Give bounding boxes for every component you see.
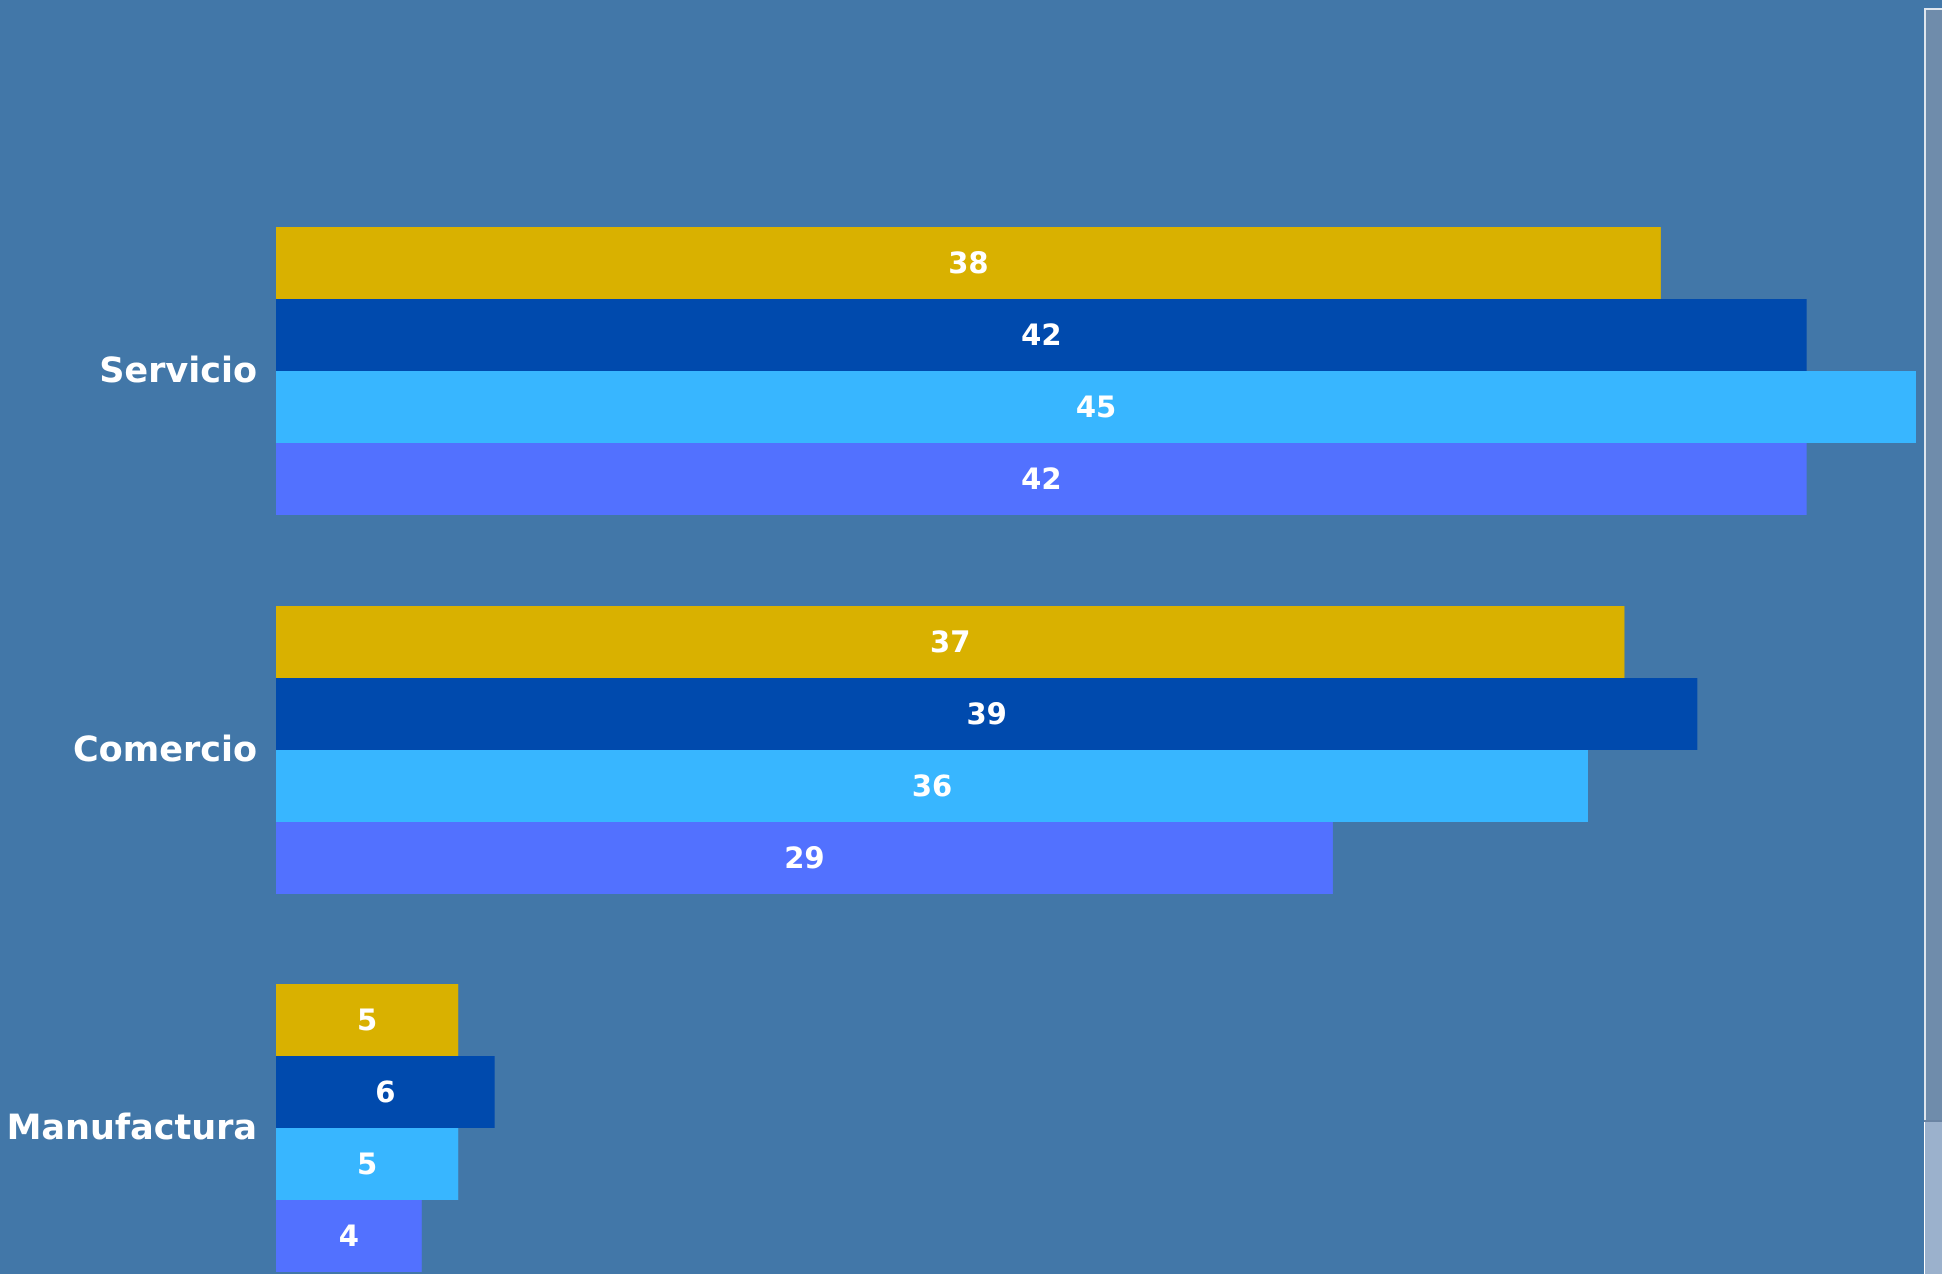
data-label-manufactura-series-1: 5 [357, 1003, 377, 1037]
data-label-manufactura-series-2: 6 [375, 1075, 395, 1109]
bar-manufactura-series-4 [276, 1200, 422, 1272]
data-label-comercio-series-3: 36 [912, 769, 952, 803]
bar-servicio-series-3 [276, 371, 1916, 443]
scrollbar-track-upper[interactable] [1924, 8, 1942, 1120]
category-label-comercio: Comercio [73, 730, 257, 770]
bar-comercio-series-4 [276, 822, 1333, 894]
bar-servicio-series-1 [276, 227, 1661, 299]
data-label-servicio-series-3: 45 [1076, 390, 1116, 424]
data-label-comercio-series-4: 29 [784, 841, 824, 875]
category-label-manufactura: Manufactura [7, 1108, 257, 1148]
category-label-servicio: Servicio [99, 351, 257, 391]
data-label-servicio-series-2: 42 [1021, 318, 1061, 352]
bar-comercio-series-3 [276, 750, 1588, 822]
bar-servicio-series-2 [276, 299, 1807, 371]
data-label-manufactura-series-3: 5 [357, 1147, 377, 1181]
bar-comercio-series-2 [276, 678, 1698, 750]
data-label-servicio-series-1: 38 [948, 246, 988, 280]
bar-manufactura-series-1 [276, 984, 459, 1056]
data-label-servicio-series-4: 42 [1021, 462, 1061, 496]
bar-comercio-series-1 [276, 606, 1625, 678]
scrollbar-thumb[interactable] [1924, 1122, 1942, 1274]
data-label-manufactura-series-4: 4 [339, 1219, 359, 1253]
bar-manufactura-series-3 [276, 1128, 459, 1200]
bar-servicio-series-4 [276, 443, 1807, 515]
bar-manufactura-series-2 [276, 1056, 495, 1128]
data-label-comercio-series-2: 39 [966, 697, 1006, 731]
vertical-scrollbar[interactable] [1924, 8, 1942, 1274]
data-label-comercio-series-1: 37 [930, 625, 970, 659]
